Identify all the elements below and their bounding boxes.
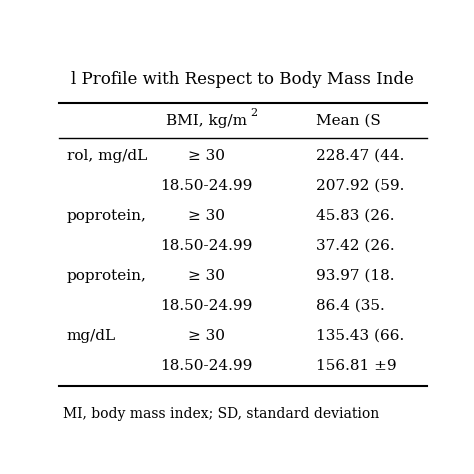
Text: 228.47 (44.: 228.47 (44. bbox=[316, 149, 405, 163]
Text: MI, body mass index; SD, standard deviation: MI, body mass index; SD, standard deviat… bbox=[63, 407, 379, 420]
Text: l Profile with Respect to Body Mass Inde: l Profile with Respect to Body Mass Inde bbox=[72, 72, 414, 89]
Text: rol, mg/dL: rol, mg/dL bbox=[66, 149, 147, 163]
Text: 93.97 (18.: 93.97 (18. bbox=[316, 269, 395, 283]
Text: poprotein,: poprotein, bbox=[66, 209, 146, 223]
Text: mg/dL: mg/dL bbox=[66, 329, 116, 343]
Text: Mean (S: Mean (S bbox=[316, 114, 381, 128]
Text: 207.92 (59.: 207.92 (59. bbox=[316, 179, 405, 193]
Text: 135.43 (66.: 135.43 (66. bbox=[316, 329, 405, 343]
Text: ≥ 30: ≥ 30 bbox=[188, 209, 225, 223]
Text: ≥ 30: ≥ 30 bbox=[188, 269, 225, 283]
Text: BMI, kg/m: BMI, kg/m bbox=[166, 114, 246, 128]
Text: 18.50-24.99: 18.50-24.99 bbox=[160, 359, 252, 373]
Text: 37.42 (26.: 37.42 (26. bbox=[316, 239, 395, 253]
Text: 2: 2 bbox=[250, 108, 257, 118]
Text: ≥ 30: ≥ 30 bbox=[188, 149, 225, 163]
Text: 18.50-24.99: 18.50-24.99 bbox=[160, 299, 252, 313]
Text: 45.83 (26.: 45.83 (26. bbox=[316, 209, 395, 223]
Text: 156.81 ±9: 156.81 ±9 bbox=[316, 359, 397, 373]
Text: 18.50-24.99: 18.50-24.99 bbox=[160, 239, 252, 253]
Text: ≥ 30: ≥ 30 bbox=[188, 329, 225, 343]
Text: 86.4 (35.: 86.4 (35. bbox=[316, 299, 385, 313]
Text: 18.50-24.99: 18.50-24.99 bbox=[160, 179, 252, 193]
Text: poprotein,: poprotein, bbox=[66, 269, 146, 283]
